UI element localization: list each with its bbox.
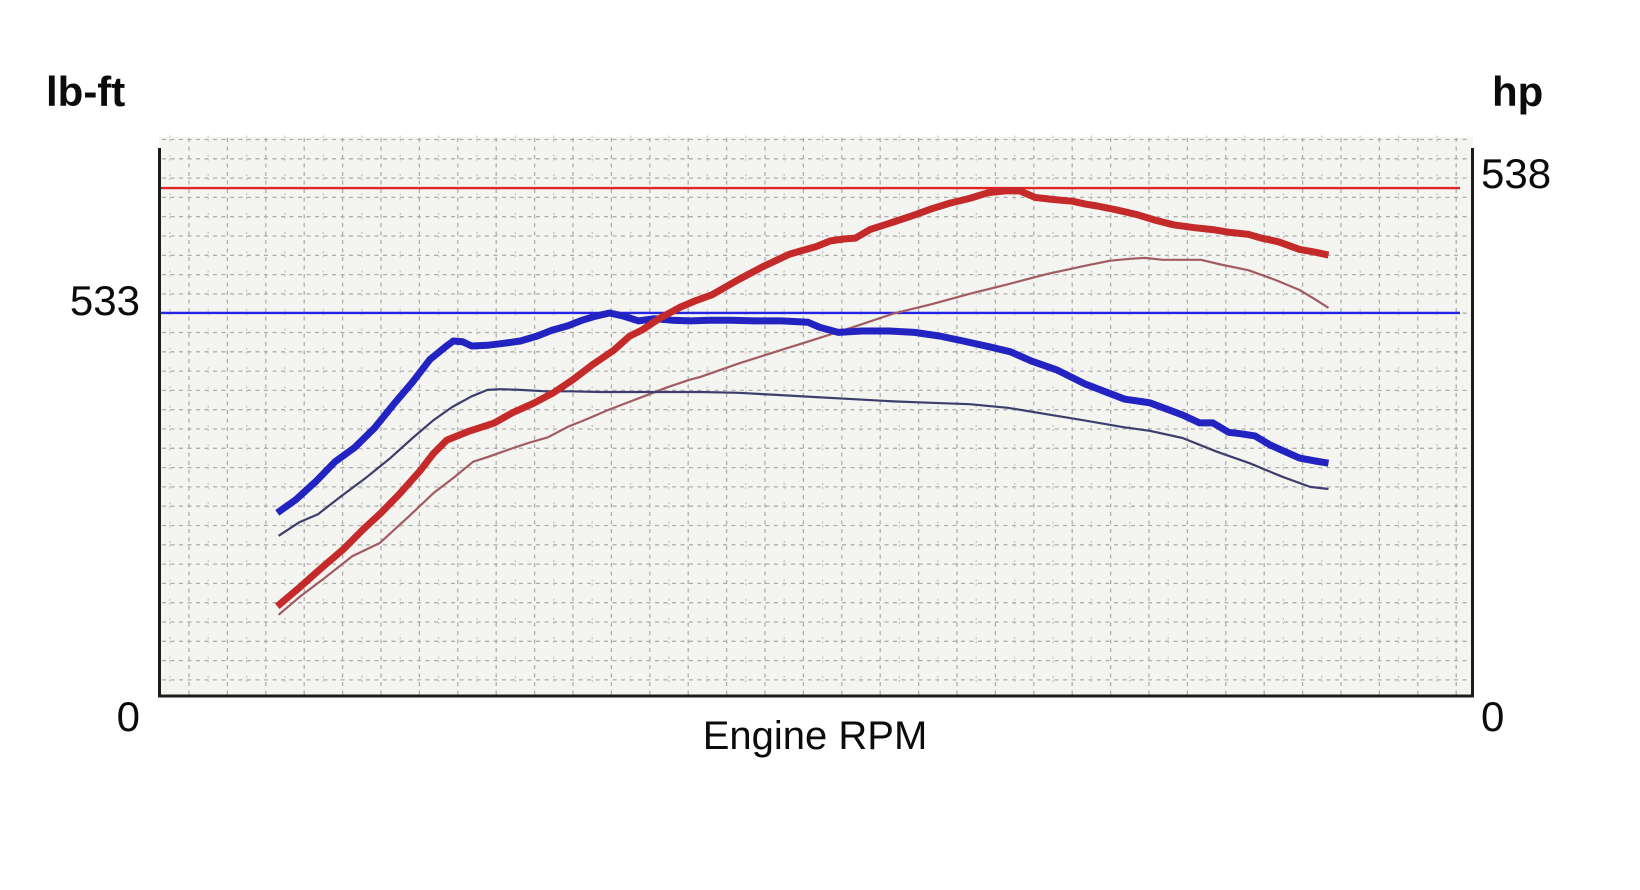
left-axis-zero-label: 0 (116, 693, 140, 740)
plot-panel (159, 137, 1473, 696)
right-axis-zero-label: 0 (1481, 693, 1505, 740)
peak-hp-value-label: 538 (1481, 150, 1552, 197)
torque-main-curve (275, 309, 1330, 516)
hp-main-curve (275, 187, 1330, 609)
torque-baseline-curve (277, 388, 1329, 537)
left-axis-unit-label: lb-ft (46, 68, 126, 115)
hp-baseline-curve (277, 256, 1330, 616)
x-axis-label: Engine RPM (702, 714, 928, 758)
right-axis-unit-label: hp (1492, 68, 1544, 115)
peak-torque-value-label: 533 (69, 277, 140, 324)
